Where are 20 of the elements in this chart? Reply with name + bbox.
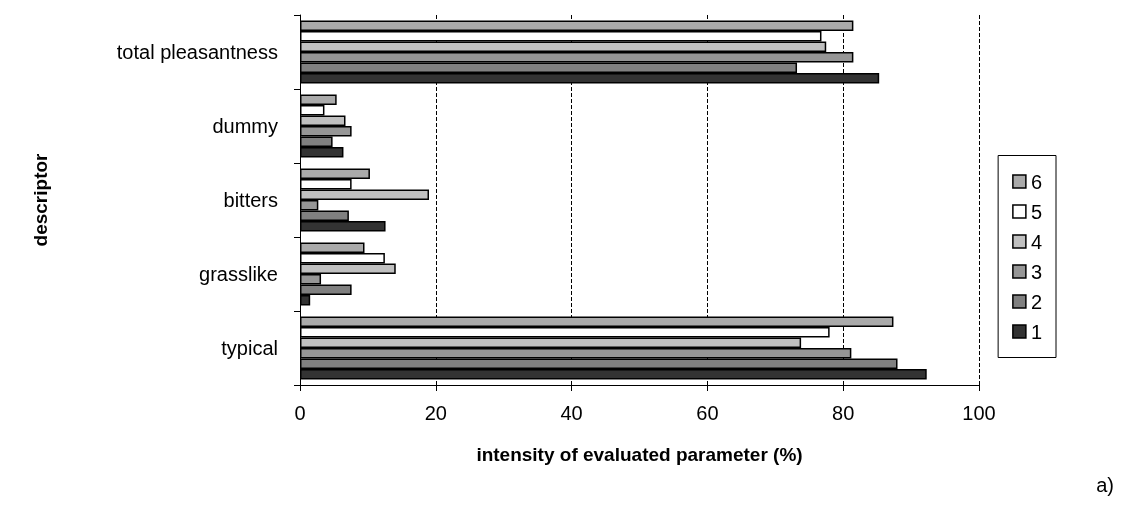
x-tick-label: 80 <box>832 402 855 424</box>
x-tick-label: 20 <box>424 402 447 424</box>
text: a) <box>1096 474 1115 496</box>
x-tick-label: 0 <box>294 402 306 424</box>
y-axis-title: descriptor <box>30 152 51 247</box>
x-tick-label: 60 <box>696 402 719 424</box>
x-axis-title: intensity of evaluated parameter (%) <box>476 444 803 465</box>
legend-label: 4 <box>1030 230 1042 253</box>
x-tick-label: 40 <box>560 402 583 424</box>
y-tick-label: typical <box>221 337 278 359</box>
legend-label: 1 <box>1030 320 1042 343</box>
legend-label: 2 <box>1030 290 1042 313</box>
legend-label: 5 <box>1030 200 1042 223</box>
y-tick-label: grasslike <box>199 263 278 285</box>
y-tick-label: dummy <box>212 115 278 137</box>
y-tick-label: total pleasantness <box>116 41 278 63</box>
y-tick-label: bitters <box>223 189 278 211</box>
legend-label: 6 <box>1030 170 1042 193</box>
legend-label: 3 <box>1030 260 1042 283</box>
x-tick-label: 100 <box>962 402 996 424</box>
